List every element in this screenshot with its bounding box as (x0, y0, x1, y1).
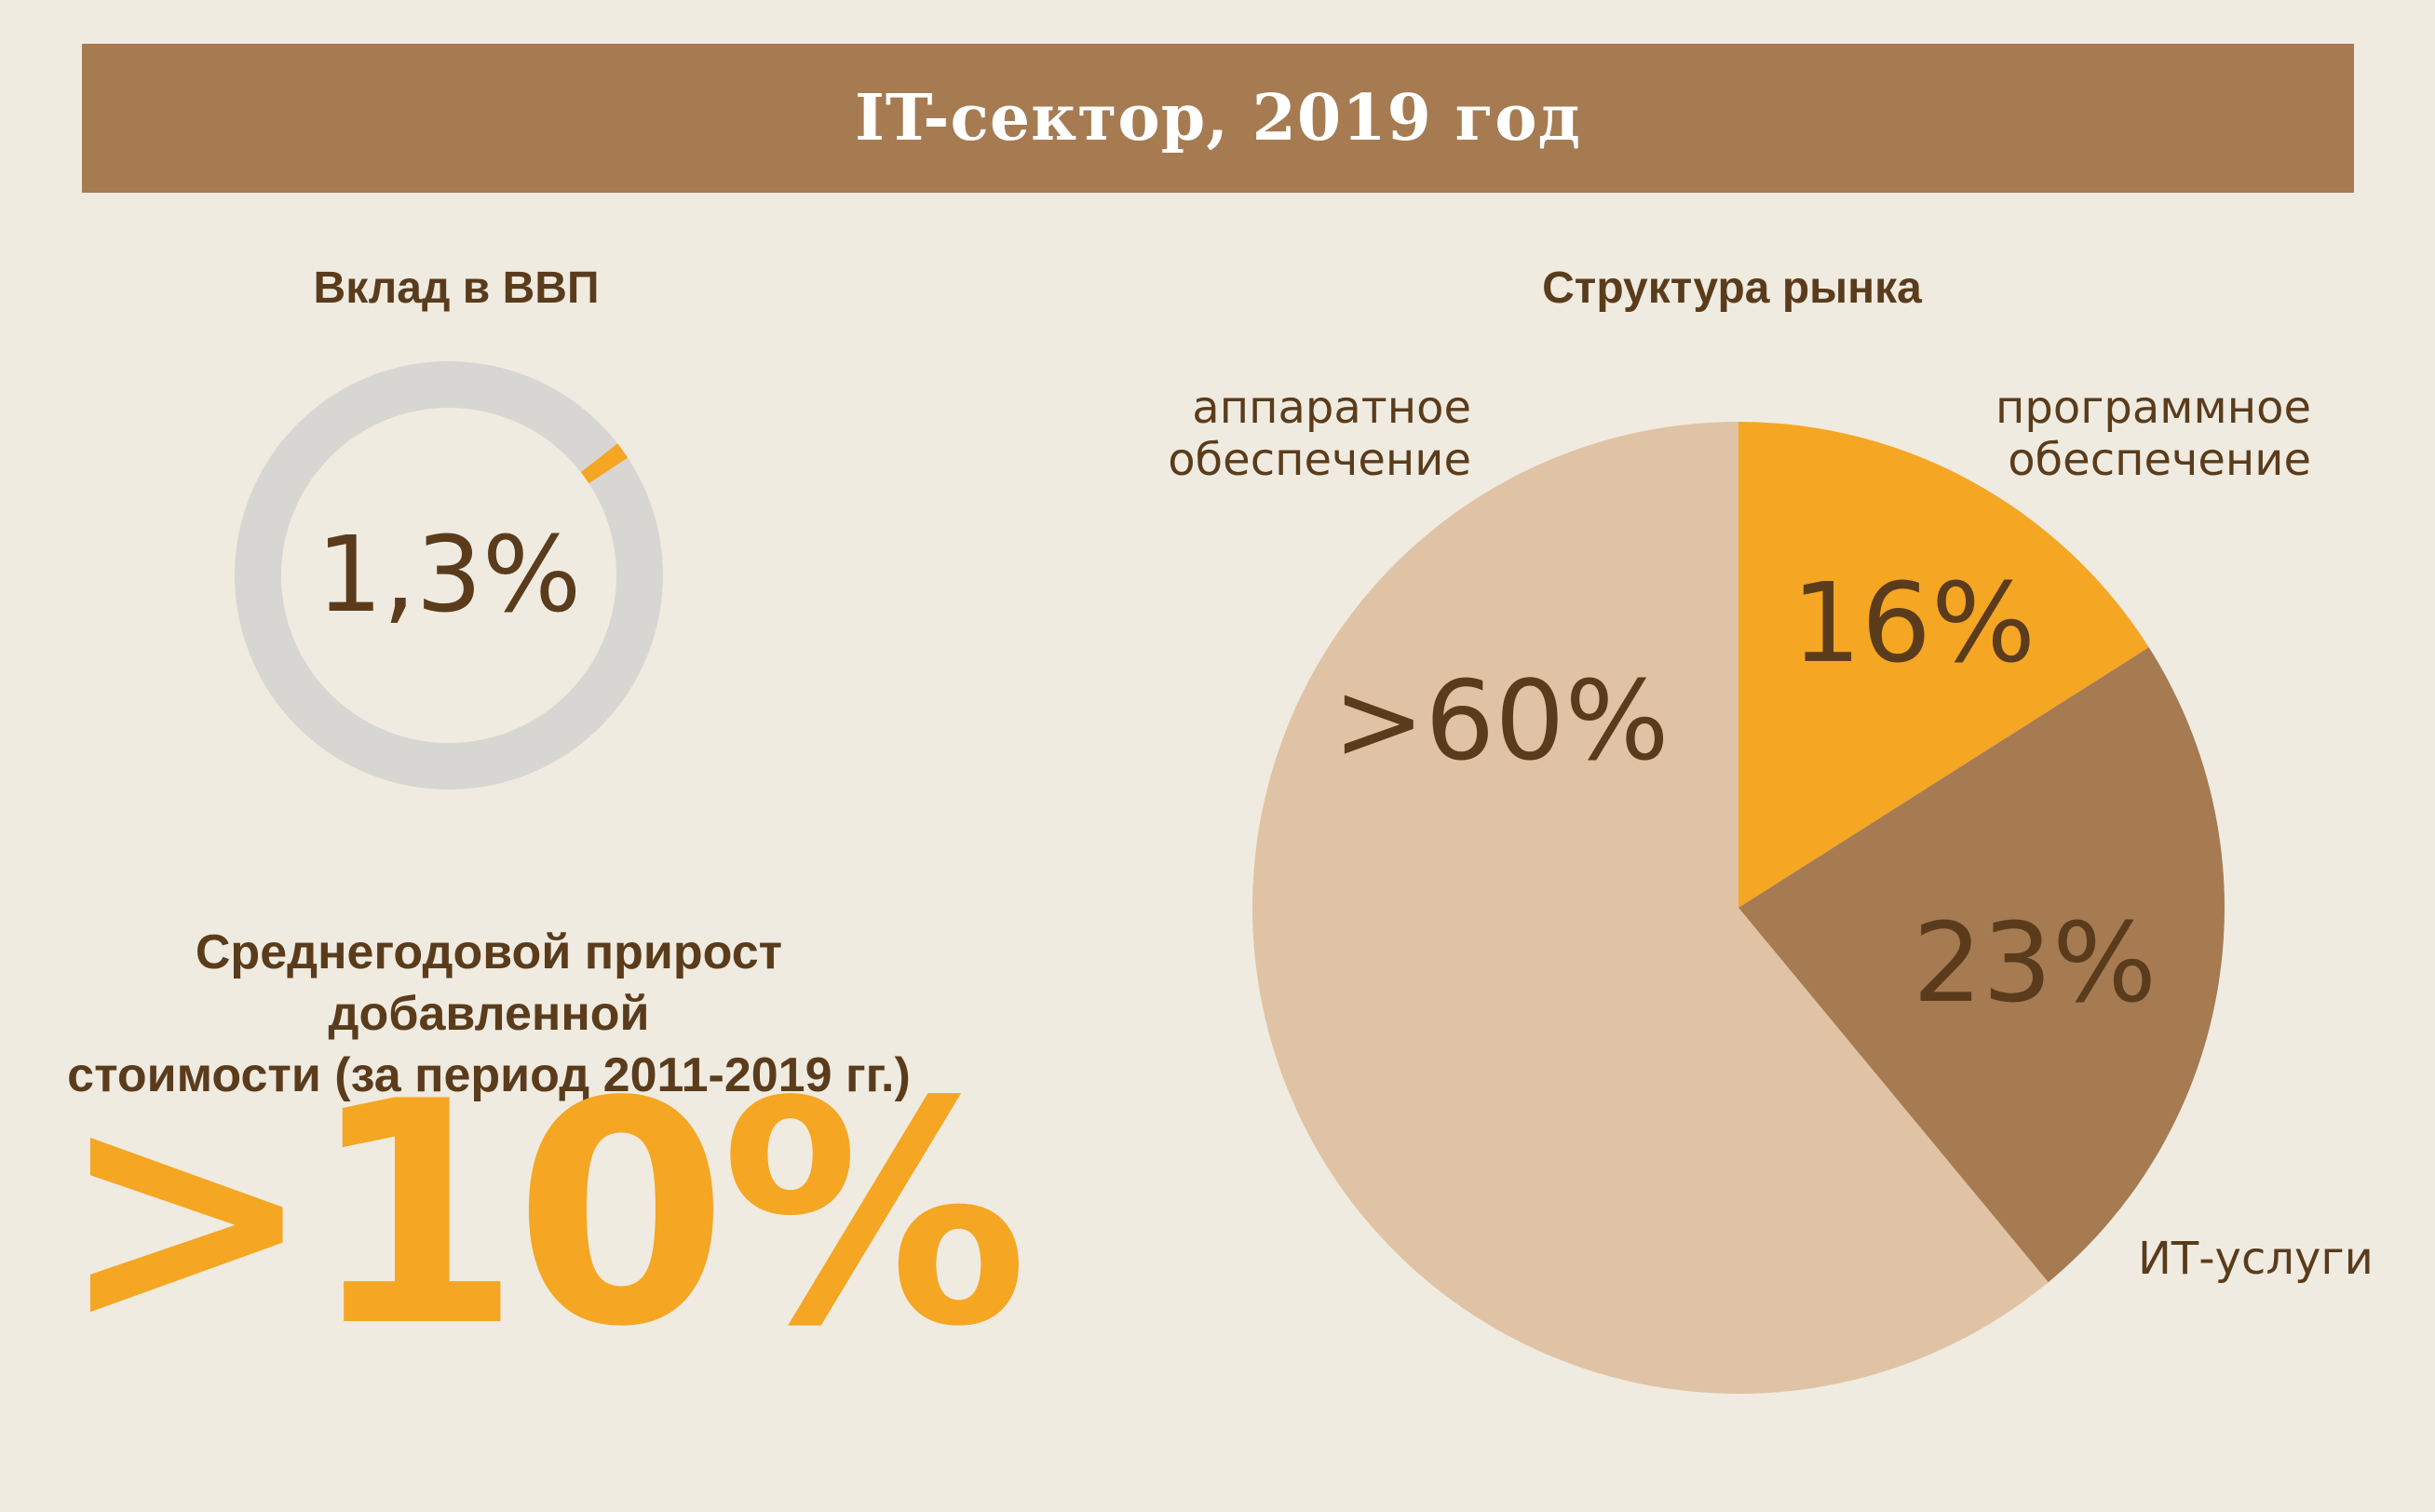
pie-value-label-1: 23% (1913, 898, 2157, 1027)
slice-label-software-line1: программное (1995, 382, 2311, 434)
slice-label-hardware-line1: аппаратное (1192, 382, 1471, 434)
gdp-heading: Вклад в ВВП (313, 263, 600, 313)
gdp-donut-track (235, 361, 663, 790)
pie-slice-1 (1738, 647, 2225, 1283)
gdp-donut: 1,3% (235, 361, 663, 790)
slice-label-it-services-line1: ИТ-услуги (2138, 1233, 2374, 1285)
slice-label-it-services: ИТ-услуги (2138, 1233, 2374, 1285)
pie-value-label-0: 16% (1792, 559, 2036, 687)
pie-value-label-2: >60% (1332, 656, 1669, 785)
growth-heading-line2: стоимости (за период 2011-2019 гг.) (67, 1048, 911, 1102)
market-structure-heading: Структура рынка (1542, 263, 1922, 313)
slice-label-hardware: аппаратное обеспечение (1117, 382, 1471, 486)
slice-label-hardware-line2: обеспечение (1168, 434, 1471, 486)
slice-label-software-line2: обеспечение (2008, 434, 2311, 486)
pie-slice-2 (1251, 422, 2049, 1394)
page-title: IT-сектор, 2019 год (855, 81, 1581, 155)
gdp-donut-fill (580, 443, 629, 484)
gdp-value: 1,3% (317, 515, 582, 636)
growth-value: >10% (58, 1036, 1028, 1394)
growth-heading: Среднегодовой прирост добавленной стоимо… (56, 922, 922, 1106)
pie-slice-0 (1738, 422, 2149, 908)
growth-heading-line1: Среднегодовой прирост добавленной (195, 925, 783, 1041)
market-pie: 16% 23% >60% (1251, 422, 2225, 1394)
slice-label-software: программное обеспечение (1995, 382, 2311, 486)
title-banner: IT-сектор, 2019 год (82, 44, 2354, 193)
